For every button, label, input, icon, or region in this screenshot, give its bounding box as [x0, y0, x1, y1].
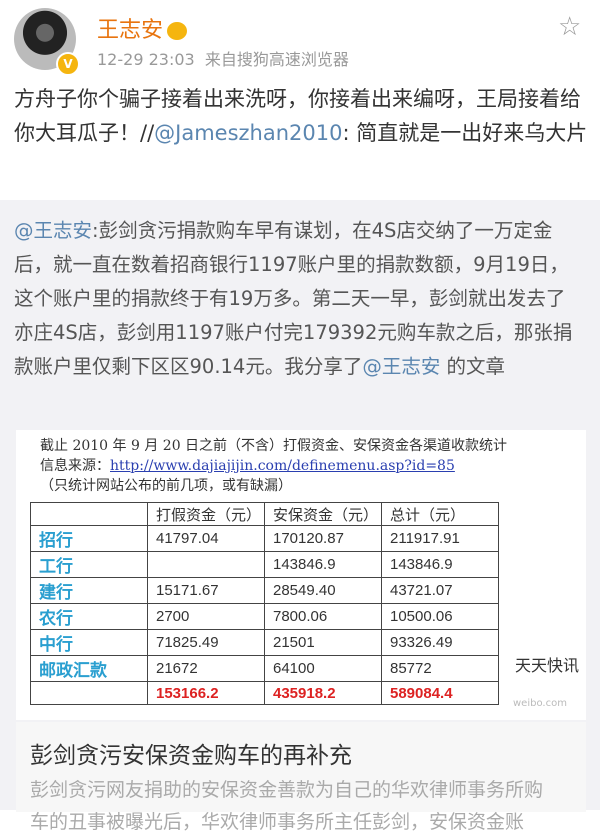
table-cell: 143846.9 [381, 551, 499, 578]
table-row: 农行 2700 7800.06 10500.06 [30, 603, 499, 630]
table-cell: 43721.07 [381, 577, 499, 604]
table-row: 邮政汇款 21672 64100 85772 [30, 655, 499, 682]
table-cell: 211917.91 [381, 525, 499, 552]
verified-badge-icon: V [56, 52, 80, 76]
table-cell: 589084.4 [381, 681, 499, 705]
table-cell: 15171.67 [147, 577, 265, 604]
table-cell: 农行 [30, 603, 148, 630]
table-cell: 93326.49 [381, 629, 499, 656]
table-cell: 招行 [30, 525, 148, 552]
table-cell: 85772 [381, 655, 499, 682]
mention-link[interactable]: @Jameszhan2010 [154, 121, 343, 145]
mention-link[interactable]: @王志安 [362, 355, 441, 378]
source-url: http://www.dajiajijin.com/definemenu.asp… [110, 458, 455, 474]
table-cell: 总计（元） [381, 502, 499, 526]
timestamp: 12-29 23:03 [97, 50, 195, 69]
table-cell [30, 681, 148, 705]
table-cell: 10500.06 [381, 603, 499, 630]
table-cell: 435918.2 [264, 681, 382, 705]
table-row: 招行 41797.04 170120.87 211917.91 [30, 525, 499, 552]
table-cell: 21672 [147, 655, 265, 682]
table-cell: 28549.40 [264, 577, 382, 604]
article-card[interactable]: 彭剑贪污安保资金购车的再补充 彭剑贪污网友捐助的安保资金善款为自己的华欢律师事务… [16, 722, 586, 833]
table-row: 工行 143846.9 143846.9 [30, 551, 499, 578]
table-row: 打假资金（元） 安保资金（元） 总计（元） [30, 502, 499, 526]
table-cell: 7800.06 [264, 603, 382, 630]
table-row: 建行 15171.67 28549.40 43721.07 [30, 577, 499, 604]
image-watermark: weibo.com [513, 698, 567, 709]
donation-table: 打假资金（元） 安保资金（元） 总计（元） 招行 41797.04 170120.87 21… [30, 502, 499, 705]
table-cell: 邮政汇款 [30, 655, 148, 682]
table-row: 中行 71825.49 21501 93326.49 [30, 629, 499, 656]
table-cell: 工行 [30, 551, 148, 578]
table-cell: 中行 [30, 629, 148, 656]
author-name[interactable]: 王志安 [97, 12, 188, 44]
table-cell: 2700 [147, 603, 265, 630]
image-caption: 截止 2010 年 9 月 20 日之前（不含）打假资金、安保资金各渠道收款统计… [40, 438, 508, 494]
table-cell [30, 502, 148, 526]
post-text: 方舟子你个骗子接着出来洗呀，你接着出来编呀，王局接着给你大耳瓜子！//@Jame… [14, 87, 588, 145]
table-cell: 143846.9 [264, 551, 382, 578]
mention-link[interactable]: @王志安 [14, 219, 93, 242]
favorite-star-icon[interactable]: ☆ [558, 12, 582, 42]
table-cell: 打假资金（元） [147, 502, 265, 526]
table-cell: 建行 [30, 577, 148, 604]
table-cell: 71825.49 [147, 629, 265, 656]
table-cell: 64100 [264, 655, 382, 682]
post-meta: 12-29 23:03 来自搜狗高速浏览器 [97, 46, 349, 70]
table-cell: 41797.04 [147, 525, 265, 552]
table-cell [147, 551, 265, 578]
repost-text: @王志安:彭剑贪污捐款购车早有谋划，在4S店交纳了一万定金后，就一直在数着招商银… [14, 219, 573, 378]
source: 来自搜狗高速浏览器 [204, 50, 349, 69]
vip-crown-icon [167, 22, 188, 40]
watermark-logo: 天天快讯 [515, 652, 580, 676]
table-cell: 安保资金（元） [264, 502, 382, 526]
repost-block: @王志安:彭剑贪污捐款购车早有谋划，在4S店交纳了一万定金后，就一直在数着招商银… [0, 200, 600, 833]
table-cell: 21501 [264, 629, 382, 656]
table-cell: 153166.2 [147, 681, 265, 705]
article-desc: 彭剑贪污网友捐助的安保资金善款为自己的华欢律师事务所购 车的丑事被曝光后，华欢律师… [30, 779, 544, 833]
article-title: 彭剑贪污安保资金购车的再补充 [30, 743, 352, 769]
table-image[interactable]: 截止 2010 年 9 月 20 日之前（不含）打假资金、安保资金各渠道收款统计… [16, 430, 586, 720]
table-row: 153166.2 435918.2 589084.4 [30, 681, 499, 705]
table-cell: 170120.87 [264, 525, 382, 552]
